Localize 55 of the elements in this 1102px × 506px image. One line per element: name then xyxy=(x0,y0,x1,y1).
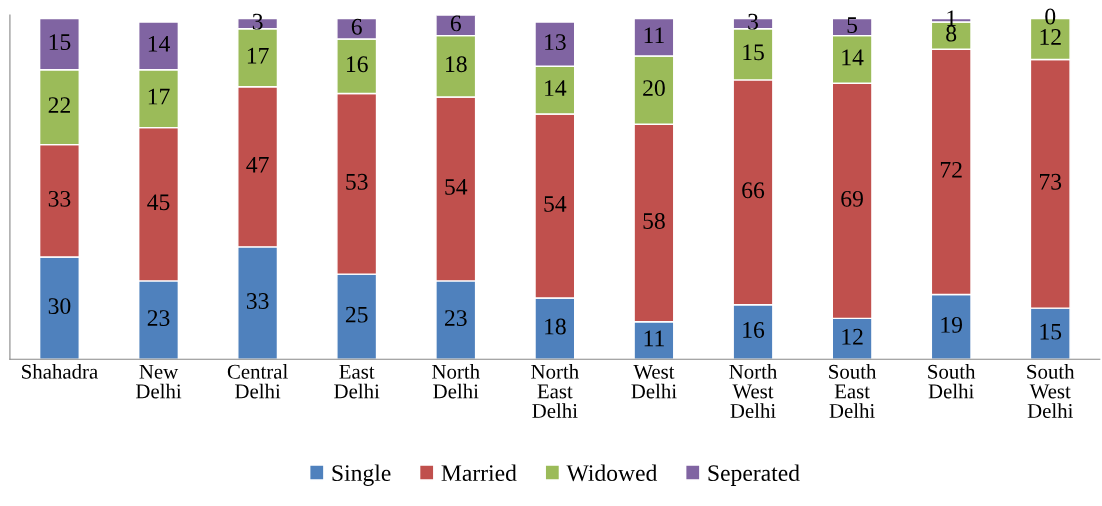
data-label: 72 xyxy=(940,161,962,178)
data-label: 18 xyxy=(446,56,467,73)
x-tick-label: Shahadra xyxy=(22,364,98,379)
x-tick-label: South Delhi xyxy=(928,364,976,399)
legend-label: Seperated xyxy=(708,464,800,486)
data-label: 14 xyxy=(842,49,864,66)
data-label: 54 xyxy=(445,179,468,195)
legend-label: Single xyxy=(332,464,391,486)
data-label: 73 xyxy=(1040,173,1062,190)
data-label: 6 xyxy=(450,15,461,32)
data-label: 6 xyxy=(351,18,362,35)
x-tick-label: North Delhi xyxy=(432,364,480,399)
data-label: 20 xyxy=(643,80,665,97)
x-tick-label: East Delhi xyxy=(334,364,380,399)
data-label: 30 xyxy=(48,298,71,315)
data-label: 54 xyxy=(544,196,567,212)
data-label: 19 xyxy=(941,316,963,333)
data-label: 5 xyxy=(847,17,858,34)
data-label: 14 xyxy=(148,35,170,52)
x-tick-label: Central Delhi xyxy=(227,364,288,399)
data-label: 47 xyxy=(246,156,269,173)
data-label: 17 xyxy=(247,47,269,64)
data-label: 18 xyxy=(545,318,566,335)
data-label: 33 xyxy=(246,293,269,309)
data-label: 8 xyxy=(946,25,957,42)
data-label: 33 xyxy=(48,190,71,207)
data-label: 25 xyxy=(345,306,368,323)
data-label: 23 xyxy=(445,310,467,326)
data-label: 16 xyxy=(346,56,368,73)
data-label: 11 xyxy=(644,27,664,43)
data-label: 16 xyxy=(743,322,765,338)
data-label: 58 xyxy=(643,212,665,229)
legend-label: Married xyxy=(441,464,517,482)
data-label: 11 xyxy=(644,330,664,347)
data-label: 69 xyxy=(841,190,863,207)
x-tick-label: North West Delhi xyxy=(729,364,778,419)
data-label: 53 xyxy=(346,173,368,190)
data-label: 15 xyxy=(743,44,764,61)
data-label: 23 xyxy=(147,310,170,326)
data-label: 66 xyxy=(742,182,765,199)
data-label: 17 xyxy=(148,88,170,105)
x-tick-label: New Delhi xyxy=(135,364,182,399)
legend-label: Widowed xyxy=(566,464,658,482)
x-tick-label: North East Delhi xyxy=(531,364,579,419)
data-label: 12 xyxy=(842,328,863,345)
data-label: 14 xyxy=(545,80,567,96)
data-label: 15 xyxy=(1040,323,1062,340)
data-label: 45 xyxy=(147,194,170,211)
data-label: 22 xyxy=(48,97,70,113)
data-label: 12 xyxy=(1040,29,1061,45)
x-tick-label: South West Delhi xyxy=(1027,364,1075,419)
data-label: 13 xyxy=(545,34,566,51)
data-label: 15 xyxy=(49,34,71,51)
x-tick-label: West Delhi xyxy=(631,364,677,399)
x-tick-label: South East Delhi xyxy=(829,364,877,419)
